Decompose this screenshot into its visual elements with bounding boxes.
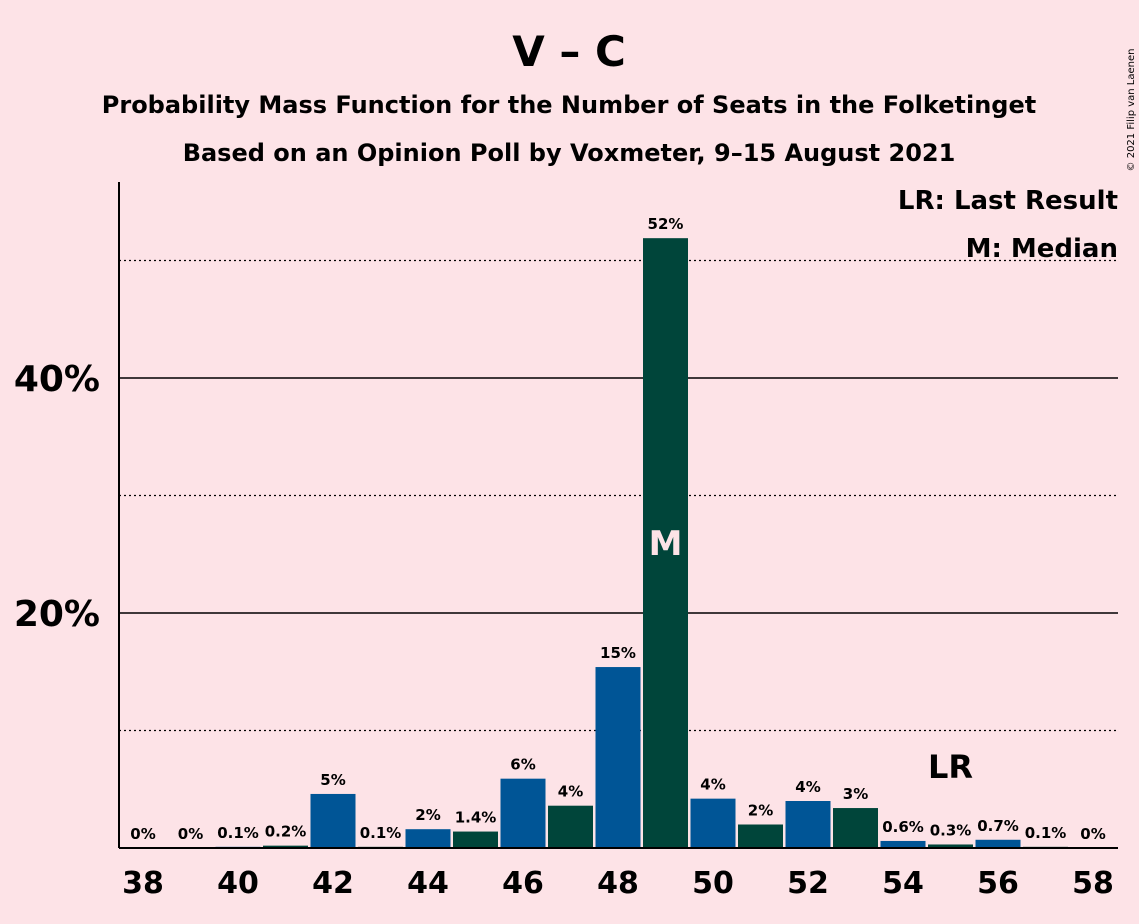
y-tick-label: 40% — [14, 359, 100, 400]
chart-subtitle-line-2: Based on an Opinion Poll by Voxmeter, 9–… — [183, 139, 956, 167]
bar-seat-51 — [738, 824, 783, 848]
value-label-seat-51: 2% — [748, 802, 773, 820]
value-label-seat-49: 52% — [648, 215, 684, 233]
x-tick-label: 54 — [882, 866, 924, 901]
x-tick-label: 40 — [217, 866, 259, 901]
value-label-seat-40: 0.1% — [217, 824, 259, 842]
bar-seat-45 — [453, 831, 498, 848]
value-label-seat-57: 0.1% — [1025, 824, 1067, 842]
bar-seat-42 — [310, 793, 356, 848]
gridlines — [119, 259, 1118, 732]
x-tick-label: 38 — [122, 866, 164, 901]
x-tick-label: 56 — [977, 866, 1019, 901]
x-tick-label: 42 — [312, 866, 354, 901]
bar-seat-48 — [595, 667, 641, 848]
value-label-seat-56: 0.7% — [977, 817, 1019, 835]
median-marker: M — [649, 524, 683, 564]
bar-seat-52 — [785, 801, 831, 848]
value-label-seat-46: 6% — [510, 756, 535, 774]
x-tick-label: 44 — [407, 866, 449, 901]
value-label-seat-52: 4% — [795, 778, 820, 796]
value-label-seat-58: 0% — [1080, 825, 1105, 843]
bar-seat-46 — [500, 778, 546, 848]
copyright-credit: © 2021 Filip van Laenen — [1126, 49, 1137, 172]
bar-seat-47 — [548, 805, 593, 848]
bar-seat-50 — [690, 798, 736, 848]
bars — [215, 238, 1068, 849]
value-label-seat-45: 1.4% — [455, 809, 497, 827]
chart-subtitle-line-1: Probability Mass Function for the Number… — [102, 91, 1036, 119]
value-label-seat-47: 4% — [558, 783, 583, 801]
value-label-seat-53: 3% — [843, 785, 868, 803]
value-label-seat-39: 0% — [178, 825, 203, 843]
bar-seat-49 — [643, 238, 688, 849]
bar-seat-54 — [880, 840, 926, 848]
bar-seat-53 — [833, 808, 878, 848]
value-label-seat-43: 0.1% — [360, 824, 402, 842]
chart-title: V – C — [512, 27, 626, 76]
x-tick-label: 46 — [502, 866, 544, 901]
value-label-seat-41: 0.2% — [265, 823, 307, 841]
axes: 20% 40% 38 40 42 44 46 48 50 52 54 56 58 — [14, 182, 1118, 901]
legend-median: M: Median — [966, 234, 1118, 264]
value-label-seat-48: 15% — [600, 644, 636, 662]
last-result-marker: LR — [928, 748, 973, 786]
bar-seat-55 — [928, 844, 973, 848]
value-label-seat-42: 5% — [320, 771, 345, 789]
value-label-seat-44: 2% — [415, 806, 440, 824]
value-labels: 0% 0% 0.1% 0.2% 5% 0.1% 2% 1.4% 6% 4% 15% 52% 4% 2% 4%… — [130, 215, 1105, 843]
value-label-seat-55: 0.3% — [930, 821, 972, 839]
legend-last-result: LR: Last Result — [898, 186, 1118, 216]
value-label-seat-50: 4% — [700, 776, 725, 794]
value-label-seat-38: 0% — [130, 825, 155, 843]
bar-seat-56 — [975, 839, 1021, 848]
bar-seat-41 — [263, 845, 308, 848]
bar-seat-44 — [405, 829, 451, 848]
x-tick-label: 52 — [787, 866, 829, 901]
y-tick-label: 20% — [14, 594, 100, 635]
x-tick-label: 48 — [597, 866, 639, 901]
x-tick-label: 50 — [692, 866, 734, 901]
x-tick-label: 58 — [1072, 866, 1114, 901]
value-label-seat-54: 0.6% — [882, 818, 924, 836]
